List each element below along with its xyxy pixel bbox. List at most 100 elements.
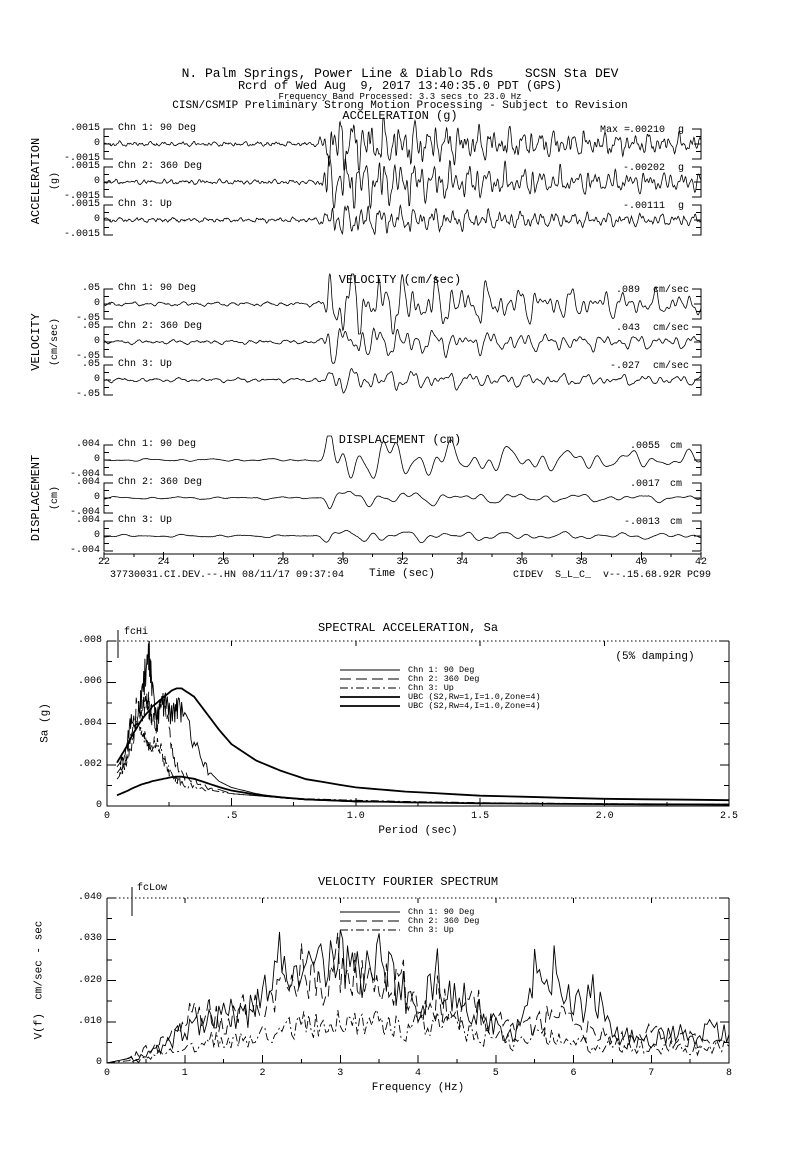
spectrum-curve (107, 1008, 729, 1063)
max-unit: cm (670, 517, 683, 528)
sa-legend-label: Chn 1: 90 Deg (408, 665, 475, 675)
y-tick-label: 0 (93, 530, 100, 541)
time-tick-label: 22 (97, 557, 111, 568)
max-value: -.00111 (622, 201, 665, 212)
trace-left-bracket (103, 520, 113, 552)
seismic-trace (103, 327, 702, 364)
fourier-legend-label: Chn 2: 360 Deg (408, 916, 480, 926)
fourier-x-tick-label: 7 (648, 1068, 655, 1079)
spectrum-curve (116, 687, 729, 802)
trace-right-bracket (692, 128, 702, 160)
fourier-fclow-marker-label: fcLow (137, 883, 168, 894)
y-tick-label: 0 (93, 214, 100, 225)
displacement-axis-unit: (cm) (50, 485, 61, 511)
max-unit: cm/sec (653, 285, 690, 296)
max-value: .0017 (629, 479, 660, 490)
sa-legend-label: Chn 2: 360 Deg (408, 674, 480, 684)
trace-left-bracket (103, 482, 113, 514)
acceleration-title: ACCELERATION (g) (342, 109, 458, 123)
fourier-x-tick-label: 5 (492, 1068, 499, 1079)
sa-fchi-marker-label: fcHi (124, 627, 149, 638)
velocity-axis-label: VELOCITY (29, 313, 43, 371)
sa-legend-label: Chn 3: Up (408, 683, 454, 693)
max-value: -.00202 (622, 163, 665, 174)
time-tick-label: 34 (456, 557, 469, 568)
trace-right-bracket (692, 326, 702, 358)
sa-xlabel: Period (sec) (378, 825, 458, 837)
seismic-trace (103, 529, 701, 544)
time-tick-label: 38 (575, 557, 588, 568)
sa-damping-note: (5% damping) (615, 651, 695, 663)
y-tick-label: 0 (93, 298, 100, 309)
spectrum-curve (116, 641, 729, 805)
time-tick-label: 24 (157, 557, 170, 568)
max-unit: cm (670, 441, 683, 452)
y-tick-label: 0 (93, 336, 100, 347)
max-value: .00210 (628, 125, 665, 136)
fourier-plot-title: VELOCITY FOURIER SPECTRUM (317, 875, 499, 889)
y-tick-label: -.05 (75, 313, 100, 324)
seismic-trace (103, 272, 702, 335)
y-tick-label: -.0015 (63, 229, 100, 240)
channel-label: Chn 3: Up (118, 199, 173, 210)
seismic-trace (103, 117, 702, 171)
fourier-ylabel: V(f) cm/sec - sec (33, 920, 46, 1040)
channel-label: Chn 2: 360 Deg (118, 321, 203, 332)
sa-x-tick-label: .5 (225, 811, 238, 822)
header-record-line: Rcrd of Wed Aug 9, 2017 13:40:35.0 PDT (… (237, 79, 563, 93)
fourier-x-tick-label: 4 (414, 1068, 422, 1079)
displacement-title: DISPLACEMENT (cm) (338, 433, 462, 447)
seismic-trace (103, 435, 702, 479)
time-tick-label: 28 (277, 557, 290, 568)
y-tick-label: .05 (81, 283, 100, 294)
max-unit: g (678, 163, 685, 174)
time-tick-label: 40 (635, 557, 648, 568)
record-id-footer: 37730031.CI.DEV.--.HN 08/11/17 09:37:04 (110, 570, 345, 581)
y-tick-label: 0 (93, 374, 100, 385)
y-tick-label: 0 (93, 176, 100, 187)
sa-x-tick-label: 0 (103, 811, 111, 822)
sa-legend-label: UBC (S2,Rw=1,I=1.0,Zone=4) (408, 692, 541, 702)
spectrum-curve (107, 932, 729, 1063)
sa-y-tick-label: .006 (77, 676, 102, 688)
trace-right-bracket (692, 482, 702, 514)
max-prefix: Max = (600, 125, 631, 136)
fourier-x-tick-label: 3 (337, 1068, 344, 1079)
sa-y-tick-label: .008 (77, 635, 102, 646)
trace-left-bracket (103, 326, 113, 358)
channel-label: Chn 1: 90 Deg (118, 123, 197, 134)
trace-left-bracket (103, 288, 113, 320)
max-value: -.027 (609, 361, 640, 372)
max-unit: cm (670, 479, 683, 490)
channel-label: Chn 3: Up (118, 515, 173, 526)
time-axis-label: Time (sec) (368, 568, 436, 580)
y-tick-label: -.004 (69, 545, 100, 556)
spectrum-curve (107, 929, 729, 1063)
time-tick-label: 36 (515, 557, 528, 568)
y-tick-label: .05 (81, 321, 100, 332)
header-station-line: N. Palm Springs, Power Line & Diablo Rds… (181, 66, 619, 81)
y-tick-label: -.05 (75, 389, 100, 400)
max-unit: g (678, 125, 685, 136)
y-tick-label: 0 (93, 138, 100, 149)
sa-legend-label: UBC (S2,Rw=4,I=1.0,Zone=4) (408, 701, 541, 711)
seismic-trace (103, 155, 702, 210)
time-tick-label: 42 (694, 557, 708, 568)
fourier-y-tick-label: .020 (77, 974, 102, 986)
channel-label: Chn 2: 360 Deg (118, 161, 203, 172)
y-tick-label: 0 (93, 454, 100, 465)
spectrum-curve (116, 715, 729, 805)
velocity-axis-unit: (cm/sec) (50, 317, 61, 367)
trace-left-bracket (103, 364, 113, 396)
fourier-x-tick-label: 1 (181, 1068, 188, 1079)
max-unit: g (678, 201, 685, 212)
trace-right-bracket (692, 520, 702, 552)
sa-plot-title: SPECTRAL ACCELERATION, Sa (317, 621, 499, 635)
processing-footer: CIDEV S_L_C_ v--.15.68.92R PC99 (513, 570, 712, 581)
sa-x-tick-label: 2.0 (595, 811, 614, 822)
max-value: .089 (615, 285, 640, 296)
sa-x-tick-label: 1.0 (346, 811, 365, 822)
seismic-trace (103, 204, 702, 236)
